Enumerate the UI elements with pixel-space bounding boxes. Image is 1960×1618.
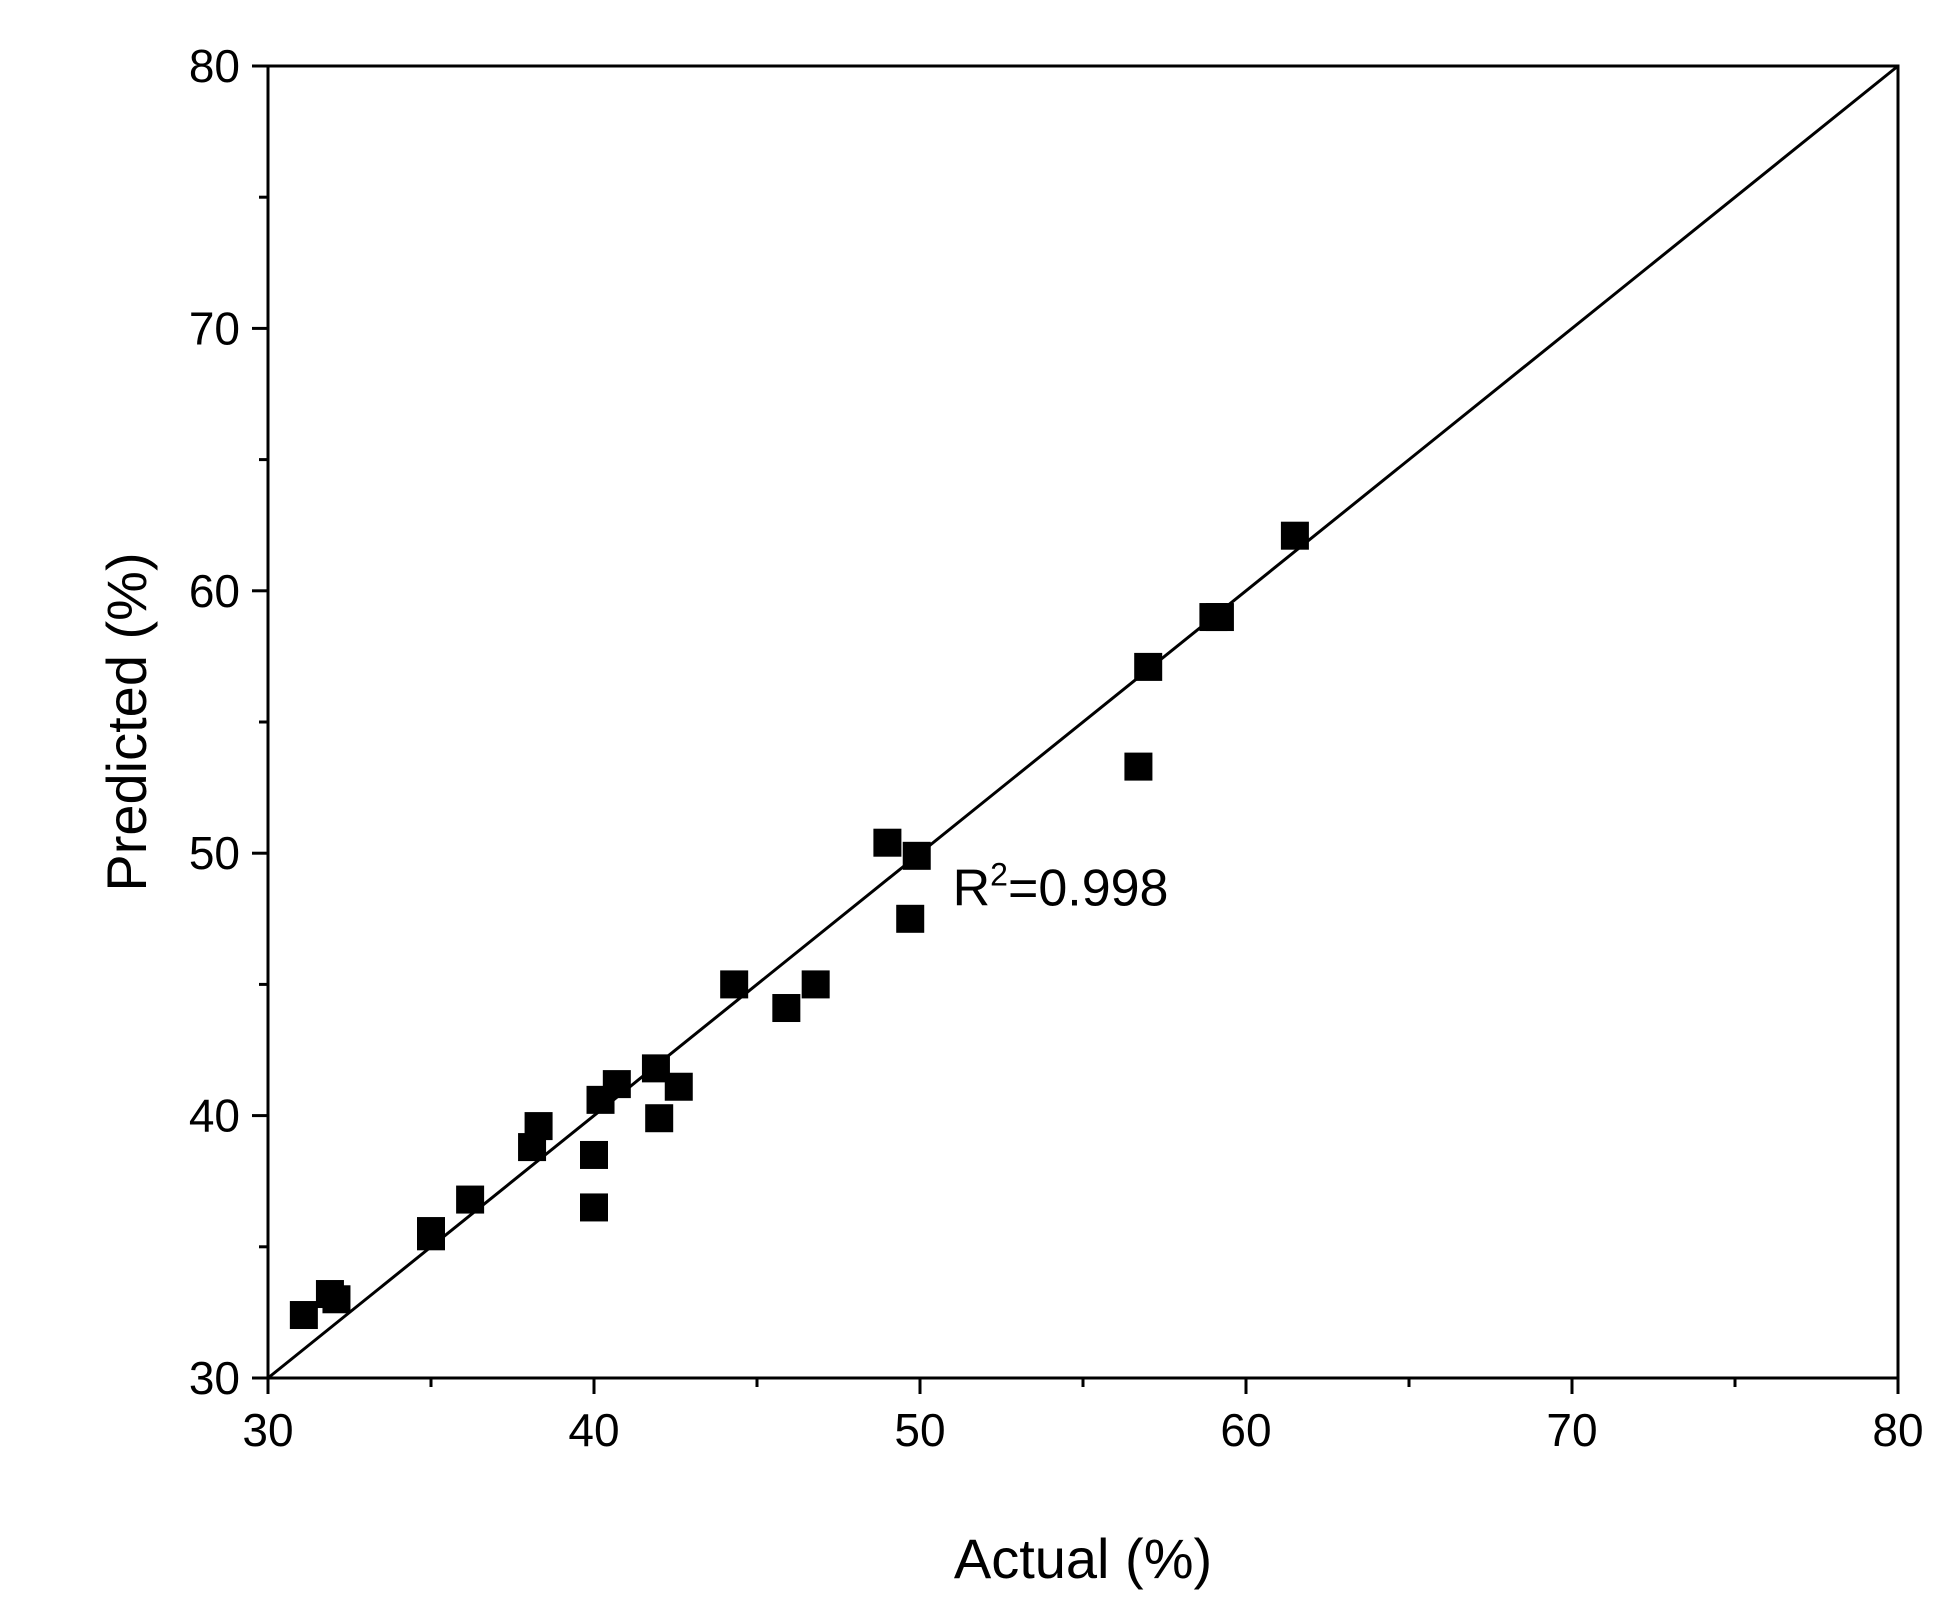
data-point-21	[902, 841, 931, 870]
y-tick-label-70: 70	[189, 302, 240, 354]
x-axis-title: Actual (%)	[954, 1527, 1212, 1590]
y-tick-label-30: 30	[189, 1352, 240, 1404]
data-point-6	[456, 1185, 485, 1214]
x-tick-label-70: 70	[1546, 1404, 1597, 1456]
data-point-3	[322, 1285, 351, 1314]
r-squared-annotation: R2=0.998	[953, 857, 1169, 918]
data-point-16	[720, 970, 749, 999]
data-point-23	[1134, 652, 1163, 681]
data-point-22	[1124, 752, 1153, 781]
x-tick-label-40: 40	[568, 1404, 619, 1456]
data-point-17	[772, 994, 801, 1023]
data-point-8	[524, 1112, 553, 1141]
data-point-15	[664, 1072, 693, 1101]
y-tick-label-60: 60	[189, 565, 240, 617]
data-point-1	[289, 1301, 318, 1330]
data-point-10	[580, 1140, 608, 1169]
x-tick-label-50: 50	[894, 1404, 945, 1456]
y-tick-label-50: 50	[189, 827, 240, 879]
y-axis-title: Predicted (%)	[95, 552, 158, 891]
data-point-14	[645, 1104, 674, 1133]
data-point-9	[580, 1193, 608, 1222]
data-point-20	[896, 904, 925, 933]
data-point-25	[1205, 603, 1234, 632]
data-point-12	[602, 1070, 631, 1099]
data-point-5	[417, 1222, 445, 1251]
y-tick-label-40: 40	[189, 1090, 240, 1142]
data-point-26	[1280, 521, 1309, 550]
axis-tick-labels: 30 40 50 60 70 80 30 40 50 60 70 80	[189, 40, 1924, 1456]
data-points	[289, 521, 1309, 1330]
reference-line-y-equals-x	[267, 64, 1899, 1380]
x-tick-label-80: 80	[1872, 1404, 1923, 1456]
data-point-19	[873, 828, 902, 857]
data-point-18	[801, 970, 830, 999]
plot-frame	[266, 64, 1900, 1380]
x-tick-label-30: 30	[242, 1404, 293, 1456]
y-tick-label-80: 80	[189, 40, 240, 92]
x-tick-label-60: 60	[1220, 1404, 1271, 1456]
